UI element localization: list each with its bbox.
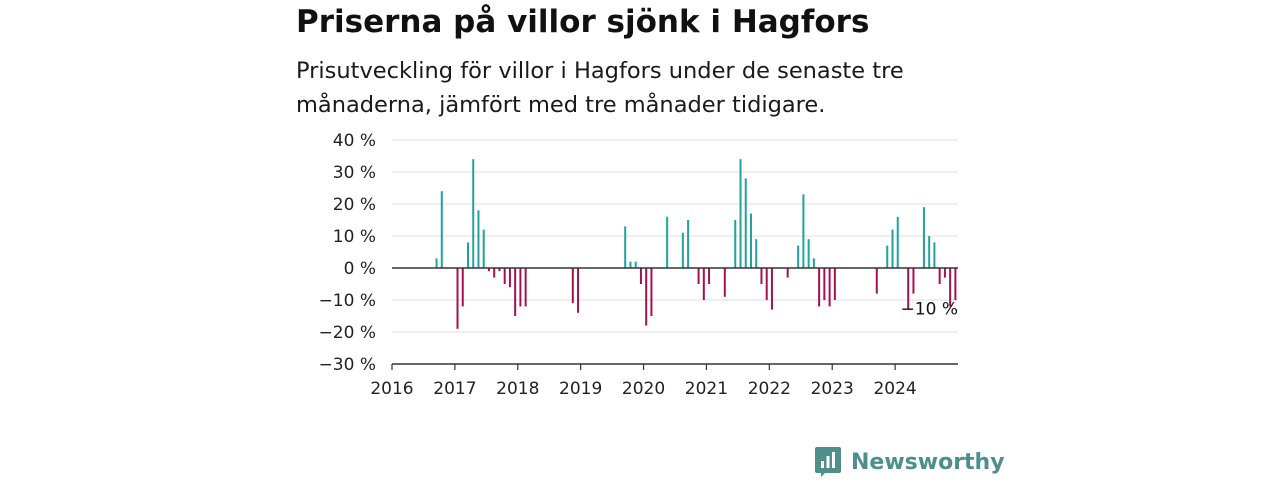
x-tick-label: 2016 [370, 379, 413, 399]
bar-2017-08 [493, 268, 496, 278]
bar-2020-11 [697, 268, 700, 284]
bar-2021-08 [744, 178, 747, 268]
bar-2018-12 [577, 268, 580, 313]
bar-2017-12 [514, 268, 517, 316]
bar-2019-09 [624, 226, 627, 268]
chart-title: Priserna på villor sjönk i Hagfors [296, 4, 870, 40]
y-tick-label: −20 % [319, 323, 376, 343]
bar-2017-04 [472, 159, 475, 268]
bar-2018-02 [524, 268, 527, 307]
bar-2024-06 [922, 207, 925, 268]
brand: Newsworthy [815, 446, 1005, 478]
y-tick-label: 10 % [333, 227, 376, 247]
bar-2021-06 [734, 220, 737, 268]
bar-2020-02 [650, 268, 653, 316]
annotations: −10 % [901, 299, 958, 319]
y-axis-labels: 40 % 30 % 20 % 10 % 0 % −10 % −20 % −30 % [319, 131, 376, 375]
bar-2017-07 [487, 268, 490, 272]
last-value-label: −10 % [901, 299, 958, 319]
bar-2022-09 [812, 258, 815, 268]
bar-2017-01 [456, 268, 459, 329]
bar-2021-10 [755, 239, 758, 268]
bar-2020-12 [702, 268, 705, 300]
bar-2022-08 [807, 239, 810, 268]
bar-2019-12 [639, 268, 642, 284]
chart-subtitle: Prisutveckling för villor i Hagfors unde… [296, 58, 904, 118]
bar-2024-10 [943, 268, 946, 278]
y-tick-label: −30 % [319, 355, 376, 375]
bar-2019-11 [634, 261, 637, 268]
bar-2021-01 [708, 268, 711, 284]
x-tick-label: 2017 [433, 379, 476, 399]
bar-2021-11 [760, 268, 763, 284]
bar-2024-08 [933, 242, 936, 268]
bar-2022-06 [797, 245, 800, 268]
bar-2016-10 [440, 191, 443, 268]
newsworthy-logo-icon [815, 447, 841, 477]
bar-2024-09 [938, 268, 941, 284]
bar-2016-09 [435, 258, 438, 268]
bar-2022-11 [823, 268, 826, 300]
bar-2019-10 [629, 261, 632, 268]
bar-2018-01 [519, 268, 522, 307]
bar-2022-12 [828, 268, 831, 307]
x-tick-label: 2024 [873, 379, 916, 399]
bar-2017-06 [482, 229, 485, 268]
bar-2017-05 [477, 210, 480, 268]
bar-2022-01 [770, 268, 773, 310]
bar-2022-04 [786, 268, 789, 278]
x-tick-label: 2021 [685, 379, 728, 399]
bar-2017-03 [466, 242, 469, 268]
bars [435, 159, 957, 329]
x-tick-label: 2018 [496, 379, 539, 399]
bar-2020-09 [687, 220, 690, 268]
bar-2024-11 [949, 268, 952, 307]
x-tick-label: 2023 [811, 379, 854, 399]
bar-2022-10 [818, 268, 821, 307]
bar-2024-01 [896, 216, 899, 268]
x-tick-label: 2020 [622, 379, 665, 399]
bar-2021-07 [739, 159, 742, 268]
bar-2024-04 [912, 268, 915, 294]
bar-2020-05 [666, 216, 669, 268]
bar-2024-03 [907, 268, 910, 310]
bar-2020-01 [645, 268, 648, 326]
bar-2017-11 [508, 268, 511, 288]
bar-2021-09 [749, 213, 752, 268]
bar-2024-07 [928, 236, 931, 268]
bar-2023-12 [891, 229, 894, 268]
bar-2023-01 [833, 268, 836, 300]
y-tick-label: 40 % [333, 131, 376, 151]
bar-2017-09 [498, 268, 501, 272]
bar-2017-02 [461, 268, 464, 307]
bar-2024-12 [954, 268, 957, 300]
brand-name: Newsworthy [851, 449, 1005, 475]
bar-2017-10 [503, 268, 506, 284]
x-tick-label: 2019 [559, 379, 602, 399]
y-tick-label: −10 % [319, 291, 376, 311]
bar-2020-08 [681, 232, 684, 268]
bar-2023-09 [875, 268, 878, 294]
bar-2022-07 [802, 194, 805, 268]
y-tick-label: 0 % [344, 259, 376, 279]
bar-2018-11 [571, 268, 574, 304]
y-tick-label: 20 % [333, 195, 376, 215]
x-axis-labels: 2016 2017 2018 2019 2020 2021 2022 2023 2024 [370, 379, 916, 399]
axes [391, 267, 958, 370]
gridlines [392, 139, 958, 333]
x-tick-label: 2022 [748, 379, 791, 399]
bar-2021-04 [723, 268, 726, 297]
bar-2023-11 [886, 245, 889, 268]
bar-2021-12 [765, 268, 768, 300]
y-tick-label: 30 % [333, 163, 376, 183]
